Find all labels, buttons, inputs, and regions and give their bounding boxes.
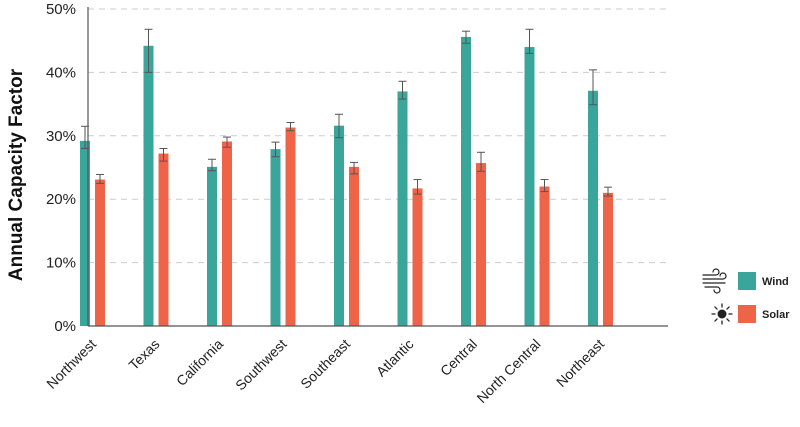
- x-category-label: Texas: [125, 336, 162, 373]
- legend-item-solar: Solar: [711, 303, 790, 325]
- error-bar-wind-southwest: [271, 141, 280, 158]
- bar-wind-southeast: [334, 125, 344, 326]
- bar-wind-texas: [143, 45, 154, 326]
- bar-solar-atlantic: [412, 188, 423, 326]
- bar-wind-northeast: [588, 90, 598, 326]
- error-bar-solar-north-central: [540, 179, 549, 193]
- y-tick-label: 0%: [54, 318, 76, 335]
- bar-solar-northwest: [95, 179, 105, 326]
- gridlines: [88, 8, 668, 264]
- legend: Wind Solar: [702, 268, 790, 325]
- bar-wind-northwest: [80, 140, 90, 326]
- x-category-label: Atlantic: [373, 336, 417, 380]
- error-bar-solar-atlantic: [413, 179, 422, 195]
- error-bars: [81, 28, 612, 197]
- error-bar-wind-california: [208, 158, 216, 172]
- error-bar-wind-north-central: [525, 28, 534, 54]
- error-bar-solar-southwest: [286, 121, 295, 132]
- error-bar-solar-northeast: [604, 186, 612, 197]
- x-category-label: Southwest: [232, 336, 290, 394]
- error-bar-solar-texas: [159, 147, 168, 162]
- sun-icon: [711, 303, 733, 325]
- x-category-label: North Central: [473, 336, 543, 406]
- bar-solar-texas: [158, 153, 169, 326]
- y-tick-label: 10%: [46, 255, 76, 272]
- error-bar-solar-central: [477, 151, 485, 172]
- x-category-label: Northeast: [553, 336, 607, 390]
- y-tick-labels: 0% 10% 20% 30% 40% 50%: [46, 1, 76, 335]
- x-category-label: Central: [437, 336, 480, 379]
- legend-item-wind: Wind: [702, 268, 789, 294]
- bar-wind-atlantic: [397, 91, 408, 326]
- legend-swatch-solar: [738, 305, 756, 323]
- bar-wind-southwest: [270, 149, 281, 326]
- legend-swatch-wind: [738, 272, 756, 290]
- y-tick-label: 20%: [46, 191, 76, 208]
- x-category-label: Southeast: [297, 336, 353, 392]
- bar-wind-north-central: [524, 47, 535, 326]
- bars: [80, 36, 613, 327]
- bar-wind-california: [207, 166, 217, 326]
- x-category-label: Northwest: [43, 336, 99, 392]
- bar-wind-central: [461, 36, 471, 327]
- error-bar-wind-central: [462, 30, 470, 44]
- bar-solar-southeast: [349, 166, 359, 326]
- error-bar-solar-southeast: [350, 161, 358, 175]
- bar-solar-north-central: [539, 186, 550, 326]
- y-tick-label: 40%: [46, 64, 76, 81]
- category-labels: Northwest Texas California Southwest Southea…: [43, 336, 607, 406]
- bar-solar-california: [222, 141, 232, 326]
- bar-solar-southwest: [285, 127, 296, 326]
- bar-solar-central: [476, 163, 486, 326]
- y-tick-label: 50%: [46, 1, 76, 18]
- x-category-label: California: [173, 336, 226, 389]
- legend-label-solar: Solar: [762, 309, 790, 321]
- error-bar-wind-texas: [144, 28, 153, 73]
- y-tick-label: 30%: [46, 128, 76, 145]
- error-bar-wind-northeast: [589, 69, 597, 106]
- wind-icon: [702, 268, 727, 294]
- error-bar-solar-northwest: [96, 173, 104, 184]
- error-bar-wind-southeast: [335, 113, 343, 139]
- error-bar-wind-atlantic: [398, 80, 407, 100]
- bar-solar-northeast: [603, 192, 613, 326]
- y-axis-label: Annual Capacity Factor: [6, 68, 27, 281]
- legend-label-wind: Wind: [762, 276, 789, 288]
- axes: [87, 7, 668, 327]
- error-bar-solar-california: [223, 136, 231, 148]
